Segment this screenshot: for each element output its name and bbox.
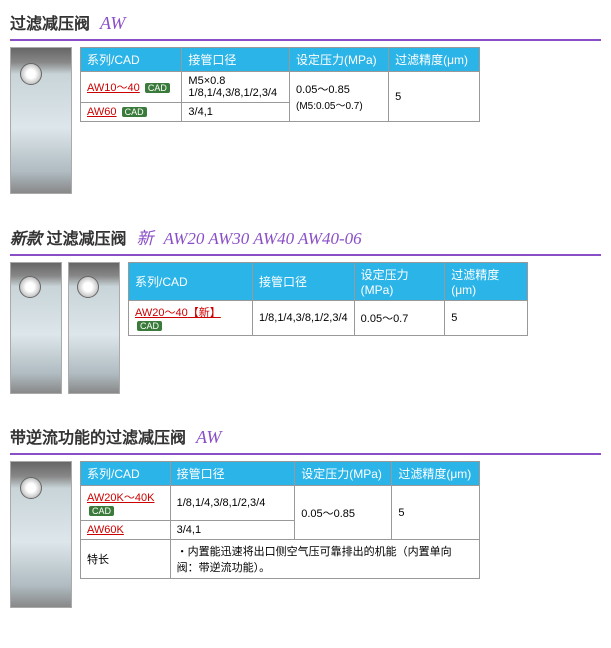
table-row: AW20K～40K CAD 1/8,1/4,3/8,1/2,3/4 0.05～0… xyxy=(81,486,480,521)
divider xyxy=(10,39,601,41)
title-en: AW xyxy=(196,427,221,448)
cell-series: AW20K～40K CAD xyxy=(81,486,171,521)
title-prefix: 新款 过滤减压阀 xyxy=(10,225,126,249)
th-series: 系列/CAD xyxy=(81,48,182,72)
content-row: 系列/CAD 接管口径 设定压力(MPa) 过滤精度(μm) AW10～40 C… xyxy=(10,47,601,194)
product-image xyxy=(10,47,72,194)
product-image xyxy=(68,262,120,394)
cell-series: AW60K xyxy=(81,521,171,540)
cell-series: AW60 CAD xyxy=(81,103,182,122)
section-new-filter-regulator: 新款 过滤减压阀 新 AW20 AW30 AW40 AW40-06 系列/CAD… xyxy=(10,224,601,394)
title-cn: 过滤减压阀 xyxy=(10,10,90,34)
divider xyxy=(10,453,601,455)
th-series: 系列/CAD xyxy=(129,263,253,301)
series-link[interactable]: AW60K xyxy=(87,524,124,536)
spec-table: 系列/CAD 接管口径 设定压力(MPa) 过滤精度(μm) AW10～40 C… xyxy=(80,47,480,122)
content-row: 系列/CAD 接管口径 设定压力(MPa) 过滤精度(μm) AW20～40【新… xyxy=(10,262,601,394)
cell-feature-text: ・内置能迅速将出口侧空气压可靠排出的机能（内置单向阀：带逆流功能）。 xyxy=(170,540,479,579)
cell-port: 1/8,1/4,3/8,1/2,3/4 xyxy=(170,486,295,521)
cell-port: 3/4,1 xyxy=(170,521,295,540)
title-models: AW20 AW30 AW40 AW40-06 xyxy=(163,229,361,249)
cell-port: 3/4,1 xyxy=(182,103,290,122)
title-en: AW xyxy=(100,13,125,34)
series-link[interactable]: AW60 xyxy=(87,106,117,118)
cell-precision: 5 xyxy=(445,301,528,336)
spec-table: 系列/CAD 接管口径 设定压力(MPa) 过滤精度(μm) AW20～40【新… xyxy=(128,262,528,336)
th-precision: 过滤精度(μm) xyxy=(392,462,480,486)
cell-precision: 5 xyxy=(389,72,480,122)
section-title: 新款 过滤减压阀 新 AW20 AW30 AW40 AW40-06 xyxy=(10,224,601,249)
product-image xyxy=(10,461,72,608)
cell-pressure: 0.05～0.7 xyxy=(354,301,445,336)
th-pressure: 设定压力(MPa) xyxy=(354,263,445,301)
series-link[interactable]: AW10～40 xyxy=(87,82,140,94)
cad-badge[interactable]: CAD xyxy=(122,107,147,117)
cell-series: AW10～40 CAD xyxy=(81,72,182,103)
th-port: 接管口径 xyxy=(182,48,290,72)
series-link[interactable]: AW20～40【新】 xyxy=(135,307,221,319)
table-row: AW10～40 CAD M5×0.81/8,1/4,3/8,1/2,3/4 0.… xyxy=(81,72,480,103)
product-image xyxy=(10,262,62,394)
cell-port: 1/8,1/4,3/8,1/2,3/4 xyxy=(252,301,354,336)
cad-badge[interactable]: CAD xyxy=(89,506,114,516)
table-row: AW20～40【新】 CAD 1/8,1/4,3/8,1/2,3/4 0.05～… xyxy=(129,301,528,336)
product-image-box xyxy=(10,461,72,608)
th-pressure: 设定压力(MPa) xyxy=(290,48,389,72)
cad-badge[interactable]: CAD xyxy=(145,83,170,93)
cell-series: AW20～40【新】 CAD xyxy=(129,301,253,336)
title-cn: 带逆流功能的过滤减压阀 xyxy=(10,424,186,448)
divider xyxy=(10,254,601,256)
content-row: 系列/CAD 接管口径 设定压力(MPa) 过滤精度(μm) AW20K～40K… xyxy=(10,461,601,608)
cell-pressure: 0.05～0.85(M5:0.05～0.7) xyxy=(290,72,389,122)
product-image-box xyxy=(10,47,72,194)
spec-table: 系列/CAD 接管口径 设定压力(MPa) 过滤精度(μm) AW20K～40K… xyxy=(80,461,480,579)
section-title: 过滤减压阀 AW xyxy=(10,10,601,34)
th-pressure: 设定压力(MPa) xyxy=(295,462,392,486)
th-precision: 过滤精度(μm) xyxy=(445,263,528,301)
th-series: 系列/CAD xyxy=(81,462,171,486)
cad-badge[interactable]: CAD xyxy=(137,321,162,331)
th-port: 接管口径 xyxy=(252,263,354,301)
section-backflow-filter-regulator: 带逆流功能的过滤减压阀 AW 系列/CAD 接管口径 设定压力(MPa) 过滤精… xyxy=(10,424,601,608)
th-port: 接管口径 xyxy=(170,462,295,486)
title-new: 新 xyxy=(136,224,153,249)
section-filter-regulator: 过滤减压阀 AW 系列/CAD 接管口径 设定压力(MPa) 过滤精度(μm) … xyxy=(10,10,601,194)
cell-feature-label: 特长 xyxy=(81,540,171,579)
product-image-box xyxy=(10,262,120,394)
th-precision: 过滤精度(μm) xyxy=(389,48,480,72)
table-row-feature: 特长 ・内置能迅速将出口侧空气压可靠排出的机能（内置单向阀：带逆流功能）。 xyxy=(81,540,480,579)
series-link[interactable]: AW20K～40K xyxy=(87,492,154,504)
cell-pressure: 0.05～0.85 xyxy=(295,486,392,540)
cell-precision: 5 xyxy=(392,486,480,540)
section-title: 带逆流功能的过滤减压阀 AW xyxy=(10,424,601,448)
cell-port: M5×0.81/8,1/4,3/8,1/2,3/4 xyxy=(182,72,290,103)
